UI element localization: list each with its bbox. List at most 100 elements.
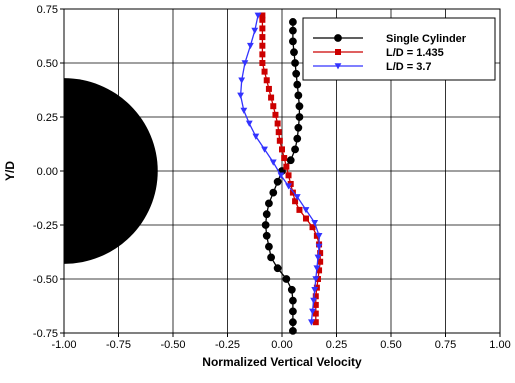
data-point <box>308 319 315 326</box>
data-point <box>317 258 324 265</box>
data-point <box>312 301 319 308</box>
data-point <box>312 319 319 326</box>
data-point <box>315 243 323 250</box>
data-point <box>276 137 283 144</box>
cylinder-shape <box>64 78 158 264</box>
data-point <box>252 133 260 140</box>
series-3 <box>237 12 323 326</box>
y-axis-title: Y/D <box>3 161 17 181</box>
y-tick-label: 0.00 <box>37 166 58 178</box>
data-point <box>312 276 320 283</box>
data-point <box>295 102 304 111</box>
data-point <box>269 188 278 197</box>
data-point <box>289 18 297 26</box>
data-point <box>285 183 292 190</box>
data-point <box>309 308 316 315</box>
data-point <box>265 199 273 208</box>
legend-entry: L/D = 1.435 <box>313 47 444 59</box>
data-point <box>275 129 282 136</box>
data-point <box>246 42 254 50</box>
data-point <box>296 206 303 213</box>
data-point <box>283 163 290 170</box>
data-point <box>293 194 301 201</box>
legend-label: L/D = 1.435 <box>386 47 444 59</box>
data-point <box>311 287 319 294</box>
data-point <box>282 275 291 283</box>
legend-entry: Single Cylinder <box>313 33 467 45</box>
data-point <box>269 159 277 166</box>
data-point <box>313 265 321 272</box>
y-tick-label: 0.25 <box>37 112 58 124</box>
series-layer <box>237 12 324 335</box>
data-point <box>292 198 299 205</box>
x-tick-label: 1.00 <box>489 339 510 351</box>
data-point <box>289 37 297 46</box>
data-point <box>287 285 296 294</box>
data-point <box>265 85 272 92</box>
data-point <box>302 207 310 214</box>
y-tick-label: -0.50 <box>33 274 58 286</box>
data-point <box>262 210 271 219</box>
data-point <box>286 156 295 165</box>
data-point <box>277 172 285 179</box>
legend-label: L/D = 3.7 <box>386 61 432 73</box>
data-point <box>289 307 297 316</box>
data-point <box>270 103 277 110</box>
legend-label: Single Cylinder <box>386 33 467 45</box>
data-point <box>259 16 266 23</box>
data-point <box>261 221 270 229</box>
legend-marker <box>335 49 341 55</box>
legend: Single Cylinder L/D = 1.435 L/D = 3.7 <box>302 17 496 81</box>
data-point <box>279 146 285 153</box>
series-1 <box>261 18 304 335</box>
data-point <box>311 220 319 227</box>
x-tick-label: 0.50 <box>380 339 401 351</box>
data-point <box>293 80 302 89</box>
data-point <box>295 113 304 121</box>
series-2 <box>259 12 324 326</box>
x-tick-label: -1.00 <box>51 339 76 351</box>
data-point <box>261 68 268 75</box>
data-point <box>259 51 266 58</box>
x-tick-label: -0.25 <box>215 339 240 351</box>
data-point <box>267 253 276 262</box>
data-point <box>312 310 319 317</box>
data-point <box>274 120 281 127</box>
data-point <box>240 107 248 114</box>
data-point <box>238 77 246 84</box>
data-point <box>265 242 273 251</box>
legend-marker <box>334 63 342 70</box>
x-tick-label: 0.25 <box>326 339 347 351</box>
data-point <box>281 155 288 162</box>
data-point <box>312 293 319 300</box>
y-tick-label: -0.25 <box>33 220 58 232</box>
data-point <box>316 267 323 274</box>
data-point <box>317 250 324 257</box>
data-point <box>245 120 253 127</box>
x-tick-label: -0.75 <box>106 339 131 351</box>
data-point <box>294 91 303 100</box>
legend-marker <box>334 34 342 42</box>
data-point <box>289 296 297 305</box>
data-point <box>241 60 249 67</box>
data-point <box>293 134 302 143</box>
x-tick-label: 0.75 <box>435 339 456 351</box>
data-point <box>314 276 321 282</box>
data-point <box>259 60 266 66</box>
cylinder-cross-section <box>64 78 158 264</box>
data-point <box>254 12 262 19</box>
data-point <box>289 189 296 196</box>
x-tick-label: 0.00 <box>271 339 292 351</box>
data-point <box>309 224 316 231</box>
data-point <box>273 177 282 186</box>
data-point <box>290 48 298 57</box>
data-point <box>272 111 279 118</box>
data-point <box>310 297 318 304</box>
x-axis-title: Normalized Vertical Velocity <box>202 355 362 369</box>
data-point <box>294 123 303 132</box>
data-point <box>273 264 282 273</box>
data-point <box>285 172 292 179</box>
data-point <box>237 92 244 99</box>
series-line <box>264 22 301 331</box>
x-tick-label: -0.50 <box>160 339 185 351</box>
